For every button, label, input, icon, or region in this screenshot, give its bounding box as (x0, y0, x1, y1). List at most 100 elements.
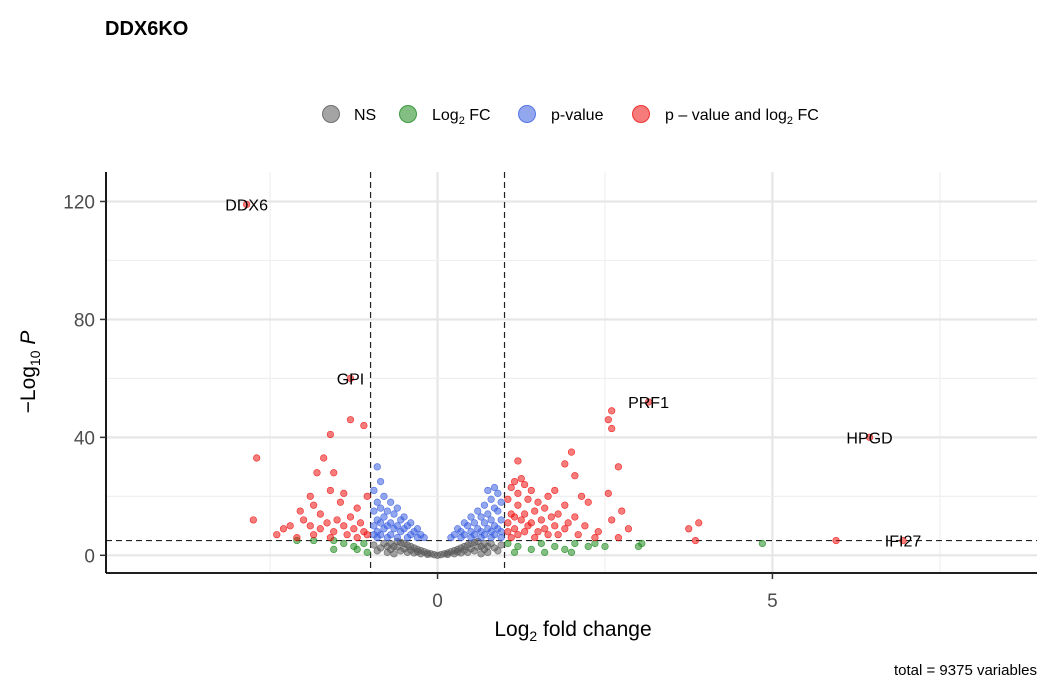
gene-label-prf1: PRF1 (628, 395, 669, 412)
data-point (316, 525, 324, 533)
data-point (363, 492, 371, 500)
data-point (531, 507, 539, 515)
data-point (363, 531, 371, 539)
data-point (574, 531, 582, 539)
data-point (370, 522, 378, 530)
data-point (383, 507, 391, 515)
data-point (521, 510, 529, 518)
data-point (373, 498, 381, 506)
gene-labels: DDX6 GPI PRF1 HPGD IFI27 (225, 197, 921, 550)
data-point (571, 539, 579, 548)
data-point (310, 531, 318, 539)
data-point (581, 522, 589, 530)
data-point (608, 407, 616, 415)
data-point (474, 507, 482, 515)
data-point (865, 433, 874, 441)
data-point (377, 519, 385, 527)
cutoff-lines (106, 172, 1037, 573)
data-point (514, 489, 522, 497)
data-point (577, 492, 586, 500)
data-point (524, 522, 532, 530)
data-point (494, 507, 502, 515)
data-point (534, 498, 542, 506)
data-point (243, 200, 251, 209)
data-point (507, 534, 515, 542)
data-point (477, 513, 485, 521)
data-point (758, 539, 766, 548)
data-point (353, 545, 361, 554)
data-point (467, 534, 475, 542)
data-point (467, 545, 475, 553)
data-point (561, 545, 569, 554)
data-point (527, 486, 535, 495)
data-point (554, 531, 562, 539)
data-point (484, 486, 492, 495)
data-point (521, 480, 529, 489)
data-point (397, 528, 405, 536)
data-point (514, 457, 522, 465)
data-point (564, 519, 572, 527)
data-point (413, 548, 422, 556)
data-point (353, 504, 361, 512)
legend-key (518, 105, 536, 123)
data-point (644, 398, 653, 406)
data-point (393, 504, 401, 512)
y-tick-label: 120 (63, 192, 95, 213)
data-point (521, 528, 529, 536)
data-point (551, 522, 559, 530)
data-point (561, 460, 569, 468)
data-point (497, 516, 505, 524)
data-point (474, 543, 482, 551)
data-point (618, 507, 626, 515)
data-point (504, 519, 512, 527)
data-point (340, 489, 348, 497)
data-point (370, 541, 378, 549)
data-point (353, 534, 361, 542)
data-point (380, 513, 388, 521)
data-point (517, 516, 525, 524)
data-point (360, 421, 368, 430)
data-point (624, 525, 633, 533)
data-point (547, 513, 556, 521)
data-point (544, 492, 552, 500)
legend-label: p – value and log2 FC (665, 107, 819, 127)
data-point (567, 448, 576, 456)
data-point (544, 531, 552, 539)
data-point (320, 454, 328, 462)
legend-label: p-value (551, 107, 604, 124)
data-point (253, 454, 261, 462)
data-point (370, 507, 378, 515)
data-point (601, 542, 609, 551)
data-point (534, 528, 542, 536)
data-point (571, 472, 579, 480)
gene-label-ddx6: DDX6 (225, 197, 268, 214)
data-point (567, 548, 576, 556)
data-point (591, 534, 599, 542)
data-point (604, 416, 612, 424)
data-point (514, 542, 522, 551)
data-point (554, 510, 562, 518)
data-point (531, 534, 539, 542)
data-point (517, 475, 525, 483)
data-point (514, 501, 522, 509)
gene-label-ifi27: IFI27 (885, 534, 922, 551)
data-point (537, 539, 545, 548)
y-tick-label: 40 (74, 428, 95, 449)
legend-key (399, 105, 417, 123)
data-point (584, 542, 592, 551)
data-point (356, 519, 365, 527)
data-point (614, 463, 622, 471)
data-point (390, 525, 398, 533)
data-point (393, 543, 401, 551)
caption: total = 9375 variables (894, 662, 1037, 679)
data-point (407, 546, 415, 554)
data-point (330, 545, 338, 554)
data-point (477, 534, 485, 542)
data-point (504, 539, 512, 548)
gene-label-gpi: GPI (337, 371, 365, 388)
chart-title: DDX6KO (105, 18, 188, 40)
data-point (273, 531, 281, 539)
data-point (571, 513, 579, 521)
legend-key (322, 105, 340, 123)
